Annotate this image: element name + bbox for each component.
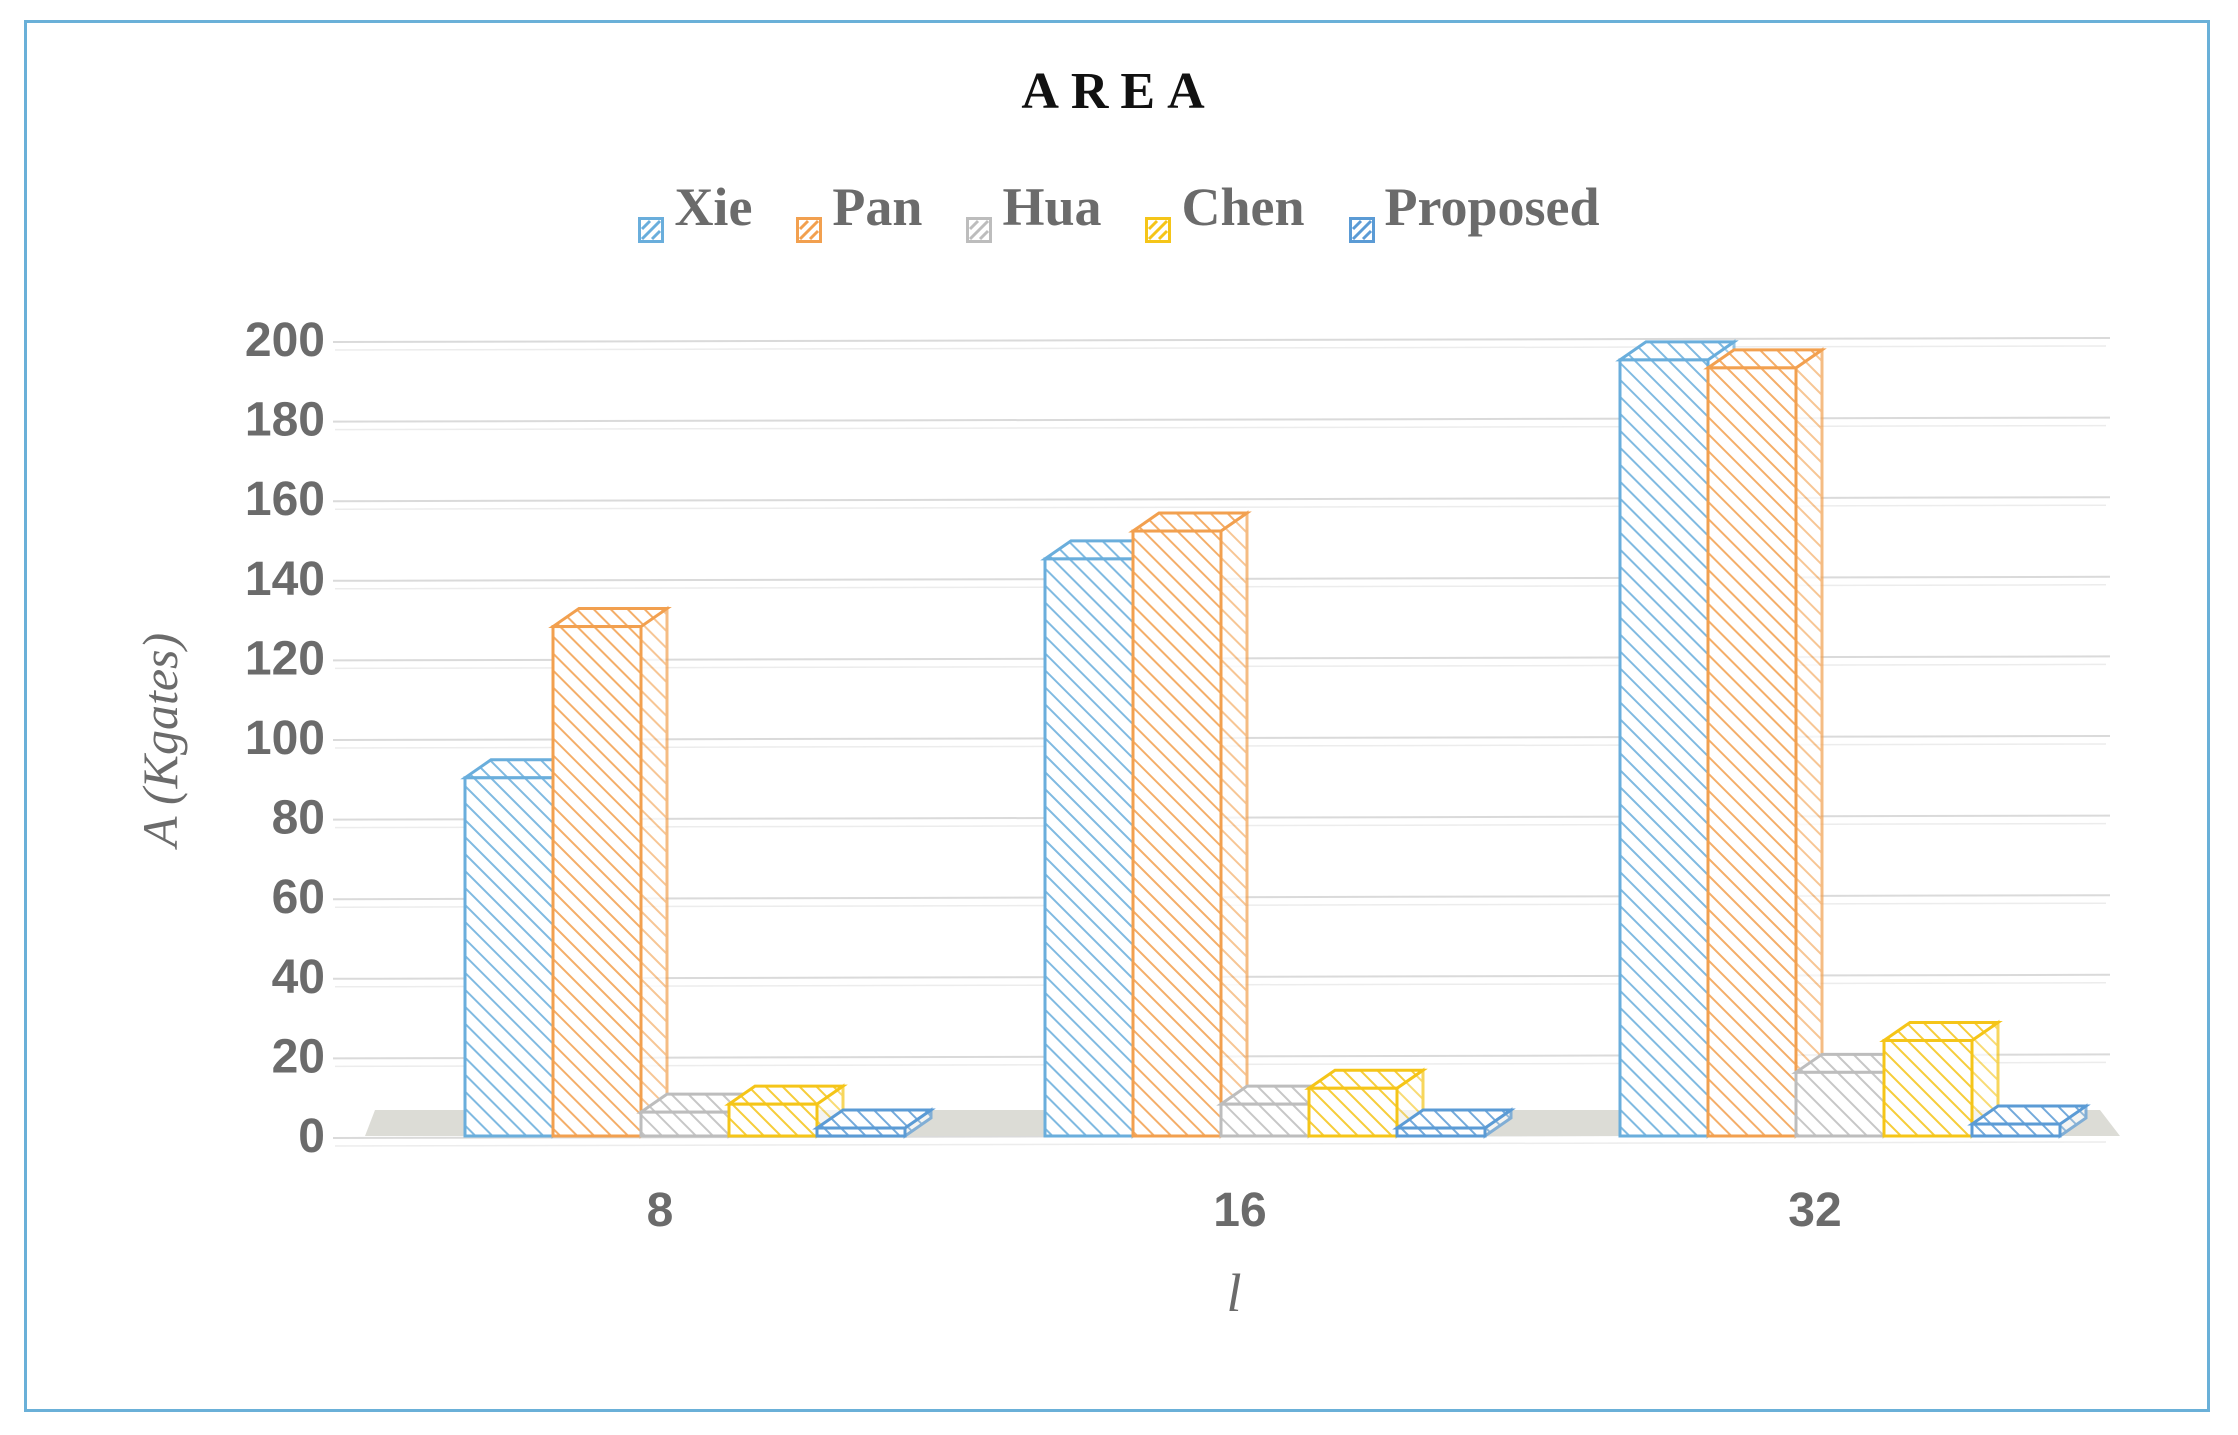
bar-side [1219, 510, 1249, 1139]
y-tick-label: 180 [245, 394, 325, 447]
legend-label-xie: Xie [674, 177, 753, 237]
bar-front [1131, 529, 1223, 1138]
legend-item-xie: Xie [638, 176, 753, 243]
bar-pan-8 [548, 605, 672, 1139]
gridline-minor [334, 504, 2107, 510]
bar-pan-16 [1128, 510, 1252, 1139]
y-tick-label: 40 [272, 951, 325, 1004]
bar-front [1219, 1102, 1311, 1138]
gridline-minor [334, 345, 2107, 351]
legend-item-proposed: Proposed [1348, 176, 1600, 243]
legend-swatch-proposed [1348, 194, 1375, 243]
y-tick-label: 140 [245, 553, 325, 606]
y-tick-label: 20 [272, 1030, 325, 1083]
y-tick-label: 200 [245, 314, 325, 367]
bar-front [727, 1102, 819, 1138]
bar-side [639, 605, 669, 1139]
bar-front [1882, 1038, 1974, 1138]
chart-title: AREA [1021, 63, 1217, 120]
legend: Xie Pan Hua Chen Proposed [0, 176, 2238, 243]
legend-label-proposed: Proposed [1384, 177, 1600, 237]
legend-swatch-chen [1145, 194, 1172, 243]
legend-label-hua: Hua [1002, 177, 1102, 237]
x-axis-label: l [1226, 1263, 1242, 1323]
gridline-minor [334, 1141, 2107, 1147]
y-tick-label: 100 [245, 712, 325, 765]
legend-label-chen: Chen [1181, 177, 1305, 237]
bar-chen-8 [724, 1083, 848, 1139]
gridline [332, 337, 2111, 343]
y-tick-label: 80 [272, 792, 325, 845]
bar-front [1307, 1086, 1399, 1138]
y-tick-label: 160 [245, 473, 325, 526]
gridline [332, 416, 2111, 423]
legend-label-pan: Pan [832, 177, 923, 237]
x-tick-label: 16 [1213, 1184, 1266, 1237]
bar-front [1043, 557, 1135, 1138]
bar-proposed-32 [1967, 1103, 2091, 1139]
y-tick-label: 0 [298, 1110, 325, 1163]
x-tick-label: 8 [647, 1184, 674, 1237]
legend-swatch-xie [638, 194, 665, 243]
bar-front [1706, 366, 1798, 1138]
legend-item-hua: Hua [966, 176, 1102, 243]
bar-chen-16 [1304, 1067, 1428, 1139]
bar-front [1794, 1070, 1886, 1138]
legend-swatch-pan [796, 194, 823, 243]
bar-pan-32 [1703, 346, 1827, 1139]
bar-front [463, 776, 555, 1138]
legend-swatch-hua [966, 194, 993, 243]
x-tick-label: 32 [1788, 1184, 1841, 1237]
bar-front [815, 1126, 907, 1138]
legend-item-chen: Chen [1145, 176, 1305, 243]
legend-item-pan: Pan [796, 176, 923, 243]
y-tick-label: 60 [272, 871, 325, 924]
bar-front [1395, 1126, 1487, 1138]
bar-side [1794, 346, 1824, 1139]
bar-front [1970, 1122, 2062, 1138]
bar-front [1618, 358, 1710, 1138]
gridline-minor [334, 424, 2107, 431]
y-tick-label: 120 [245, 632, 325, 685]
bar-front [639, 1110, 731, 1138]
bar-proposed-16 [1392, 1107, 1516, 1139]
bar-proposed-8 [812, 1107, 936, 1139]
gridline [332, 496, 2111, 503]
bar-front [551, 625, 643, 1138]
